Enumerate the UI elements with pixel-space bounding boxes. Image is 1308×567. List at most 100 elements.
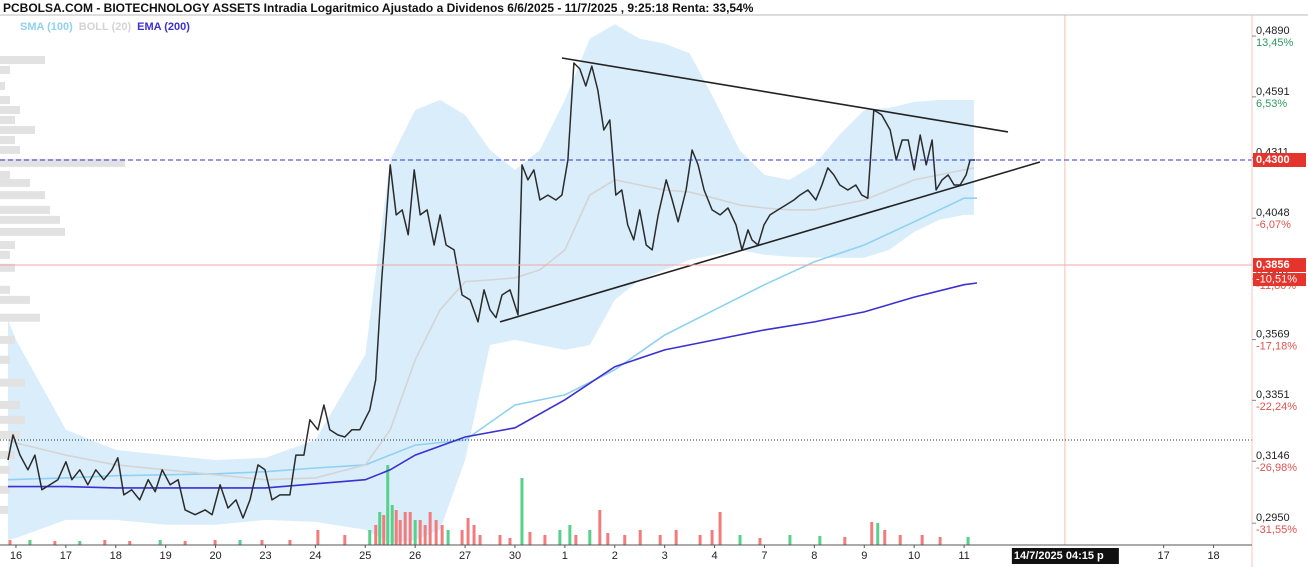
percent-label-box <box>1253 273 1306 287</box>
x-tick-label: 23 <box>259 550 271 562</box>
volume-bar <box>508 538 512 545</box>
x-tick-label: 25 <box>359 550 371 562</box>
volume-bar <box>876 523 880 545</box>
volume-bar <box>710 530 714 545</box>
x-tick-label: 16 <box>10 550 22 562</box>
volume-bar <box>623 535 627 545</box>
volume-profile-bar <box>0 65 10 74</box>
y-tick-label: 0,3351 <box>1256 389 1290 401</box>
cursor-label: 14/7/2025 04:15 p <box>1014 550 1104 562</box>
volume-bar <box>658 535 662 545</box>
volume-profile-bar <box>0 465 10 474</box>
volume-bar <box>472 525 476 545</box>
volume-bar <box>434 520 438 545</box>
price-label-box <box>1253 152 1306 167</box>
volume-profile-bar <box>0 378 25 387</box>
volume-bar <box>883 530 887 545</box>
volume-bar <box>374 525 378 545</box>
volume-bar <box>408 512 412 545</box>
price-label-box <box>1253 258 1306 273</box>
y-tick-label: 0,3569 <box>1256 328 1290 340</box>
volume-bar <box>343 535 347 545</box>
volume-profile-bar <box>0 335 15 344</box>
volume-bar <box>78 541 82 545</box>
volume-bar <box>382 515 386 545</box>
volume-profile-bar <box>0 205 50 214</box>
volume-bar <box>213 540 217 545</box>
volume-bar <box>378 512 382 545</box>
price-label: 0,3856 <box>1256 259 1290 271</box>
volume-profile-bar <box>0 451 15 460</box>
volume-bar <box>606 533 610 545</box>
volume-bar <box>758 538 762 545</box>
volume-bar <box>53 541 57 545</box>
volume-bar <box>938 537 942 545</box>
volume-bar <box>128 541 132 545</box>
volume-bar <box>478 535 482 545</box>
legend-entry: EMA (200) <box>137 21 190 33</box>
volume-profile-bar <box>0 400 20 409</box>
x-tick-label: 7 <box>761 550 767 562</box>
volume-bar <box>386 465 390 545</box>
indicator-line <box>7 197 977 481</box>
x-tick-label: 10 <box>908 550 920 562</box>
volume-bar <box>183 541 187 545</box>
indicator-line <box>7 167 975 481</box>
volume-profile-bar <box>0 485 10 494</box>
volume-profile-bar <box>0 125 35 134</box>
volume-profile-bar <box>0 285 10 294</box>
volume-profile-bar <box>0 145 20 154</box>
volume-bar <box>870 522 874 545</box>
percent-label: -22,24% <box>1256 401 1297 413</box>
volume-profile-bar <box>0 227 65 236</box>
volume-bar <box>158 540 162 545</box>
percent-label: 6,53% <box>1256 98 1287 110</box>
volume-bar <box>418 520 422 545</box>
volume-bar <box>390 505 394 545</box>
volume-bar <box>423 525 427 545</box>
volume-profile-bar <box>0 82 5 91</box>
volume-bar <box>738 535 742 545</box>
volume-profile-bar <box>0 430 20 439</box>
legend-entry: SMA (100) <box>20 21 73 33</box>
volume-profile-layer <box>0 56 125 514</box>
volume-bar <box>440 525 444 545</box>
y-tick-label: 0,4048 <box>1256 207 1290 219</box>
line-layer <box>7 57 1041 519</box>
volume-bar <box>460 530 464 545</box>
percent-label: -6,07% <box>1256 219 1291 231</box>
volume-bar <box>588 530 592 545</box>
volume-profile-bar <box>0 313 40 322</box>
volume-profile-bar <box>0 116 15 125</box>
volume-bar <box>698 535 702 545</box>
x-tick-label: 17 <box>1158 550 1170 562</box>
bollinger-band <box>8 24 975 544</box>
chart-title: PCBOLSA.COM - BIOTECHNOLOGY ASSETS Intra… <box>3 1 754 15</box>
y-tick-label: 0,3146 <box>1256 450 1290 462</box>
percent-label: 13,45% <box>1256 37 1294 49</box>
x-tick-label: 11 <box>958 550 969 562</box>
x-tick-label: 18 <box>110 550 122 562</box>
trend-line <box>499 161 1041 323</box>
volume-bar <box>260 540 264 545</box>
volume-bar <box>368 530 372 545</box>
price-line <box>7 62 976 519</box>
volume-profile-bar <box>0 158 125 167</box>
trend-line <box>561 57 1009 133</box>
percent-label: -26,98% <box>1256 462 1297 474</box>
volume-bar <box>818 536 822 545</box>
volume-bar <box>394 510 398 545</box>
volume-profile-bar <box>0 250 10 259</box>
volume-profile-bar <box>0 215 60 224</box>
volume-bar <box>428 512 432 545</box>
volume-bar <box>788 535 792 545</box>
volume-bar <box>543 535 547 545</box>
volume-profile-bar <box>0 178 30 187</box>
volume-profile-bar <box>0 295 30 304</box>
volume-profile-bar <box>0 96 10 105</box>
volume-bar <box>238 540 242 545</box>
volume-bar <box>898 535 902 545</box>
price-label: 0,4300 <box>1256 154 1290 166</box>
